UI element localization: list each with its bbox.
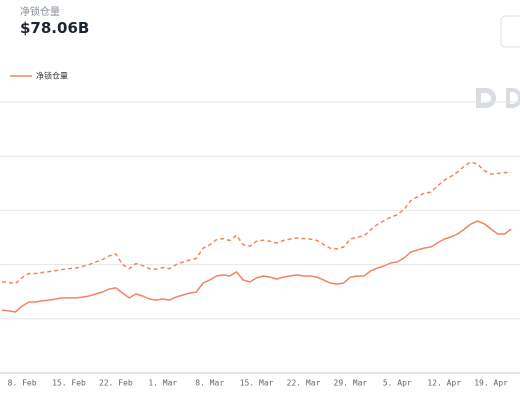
series-line	[1, 220, 512, 313]
header-value: $78.06B	[20, 19, 89, 37]
x-tick-label: 1. Mar	[148, 379, 177, 388]
x-tick-label: 15. Feb	[52, 379, 86, 388]
dashed-line	[1, 161, 512, 285]
x-tick-label: 29. Mar	[334, 379, 368, 388]
x-tick-label: 22. Mar	[287, 379, 321, 388]
x-tick-label: 8. Mar	[195, 379, 224, 388]
x-tick-label: 22. Feb	[99, 379, 133, 388]
x-tick-label: 5. Apr	[383, 379, 412, 388]
x-tick-label: 12. Apr	[427, 379, 461, 388]
menu-button[interactable]	[500, 15, 520, 48]
x-tick-label: 15. Mar	[240, 379, 274, 388]
x-tick-label: 19. Apr	[474, 379, 508, 388]
header-label: 净锁仓量	[20, 5, 60, 18]
watermark-logo	[476, 88, 520, 108]
x-tick-label: 8. Feb	[8, 379, 37, 388]
grid	[0, 101, 520, 374]
legend-label[interactable]: 净锁仓量	[36, 71, 68, 81]
